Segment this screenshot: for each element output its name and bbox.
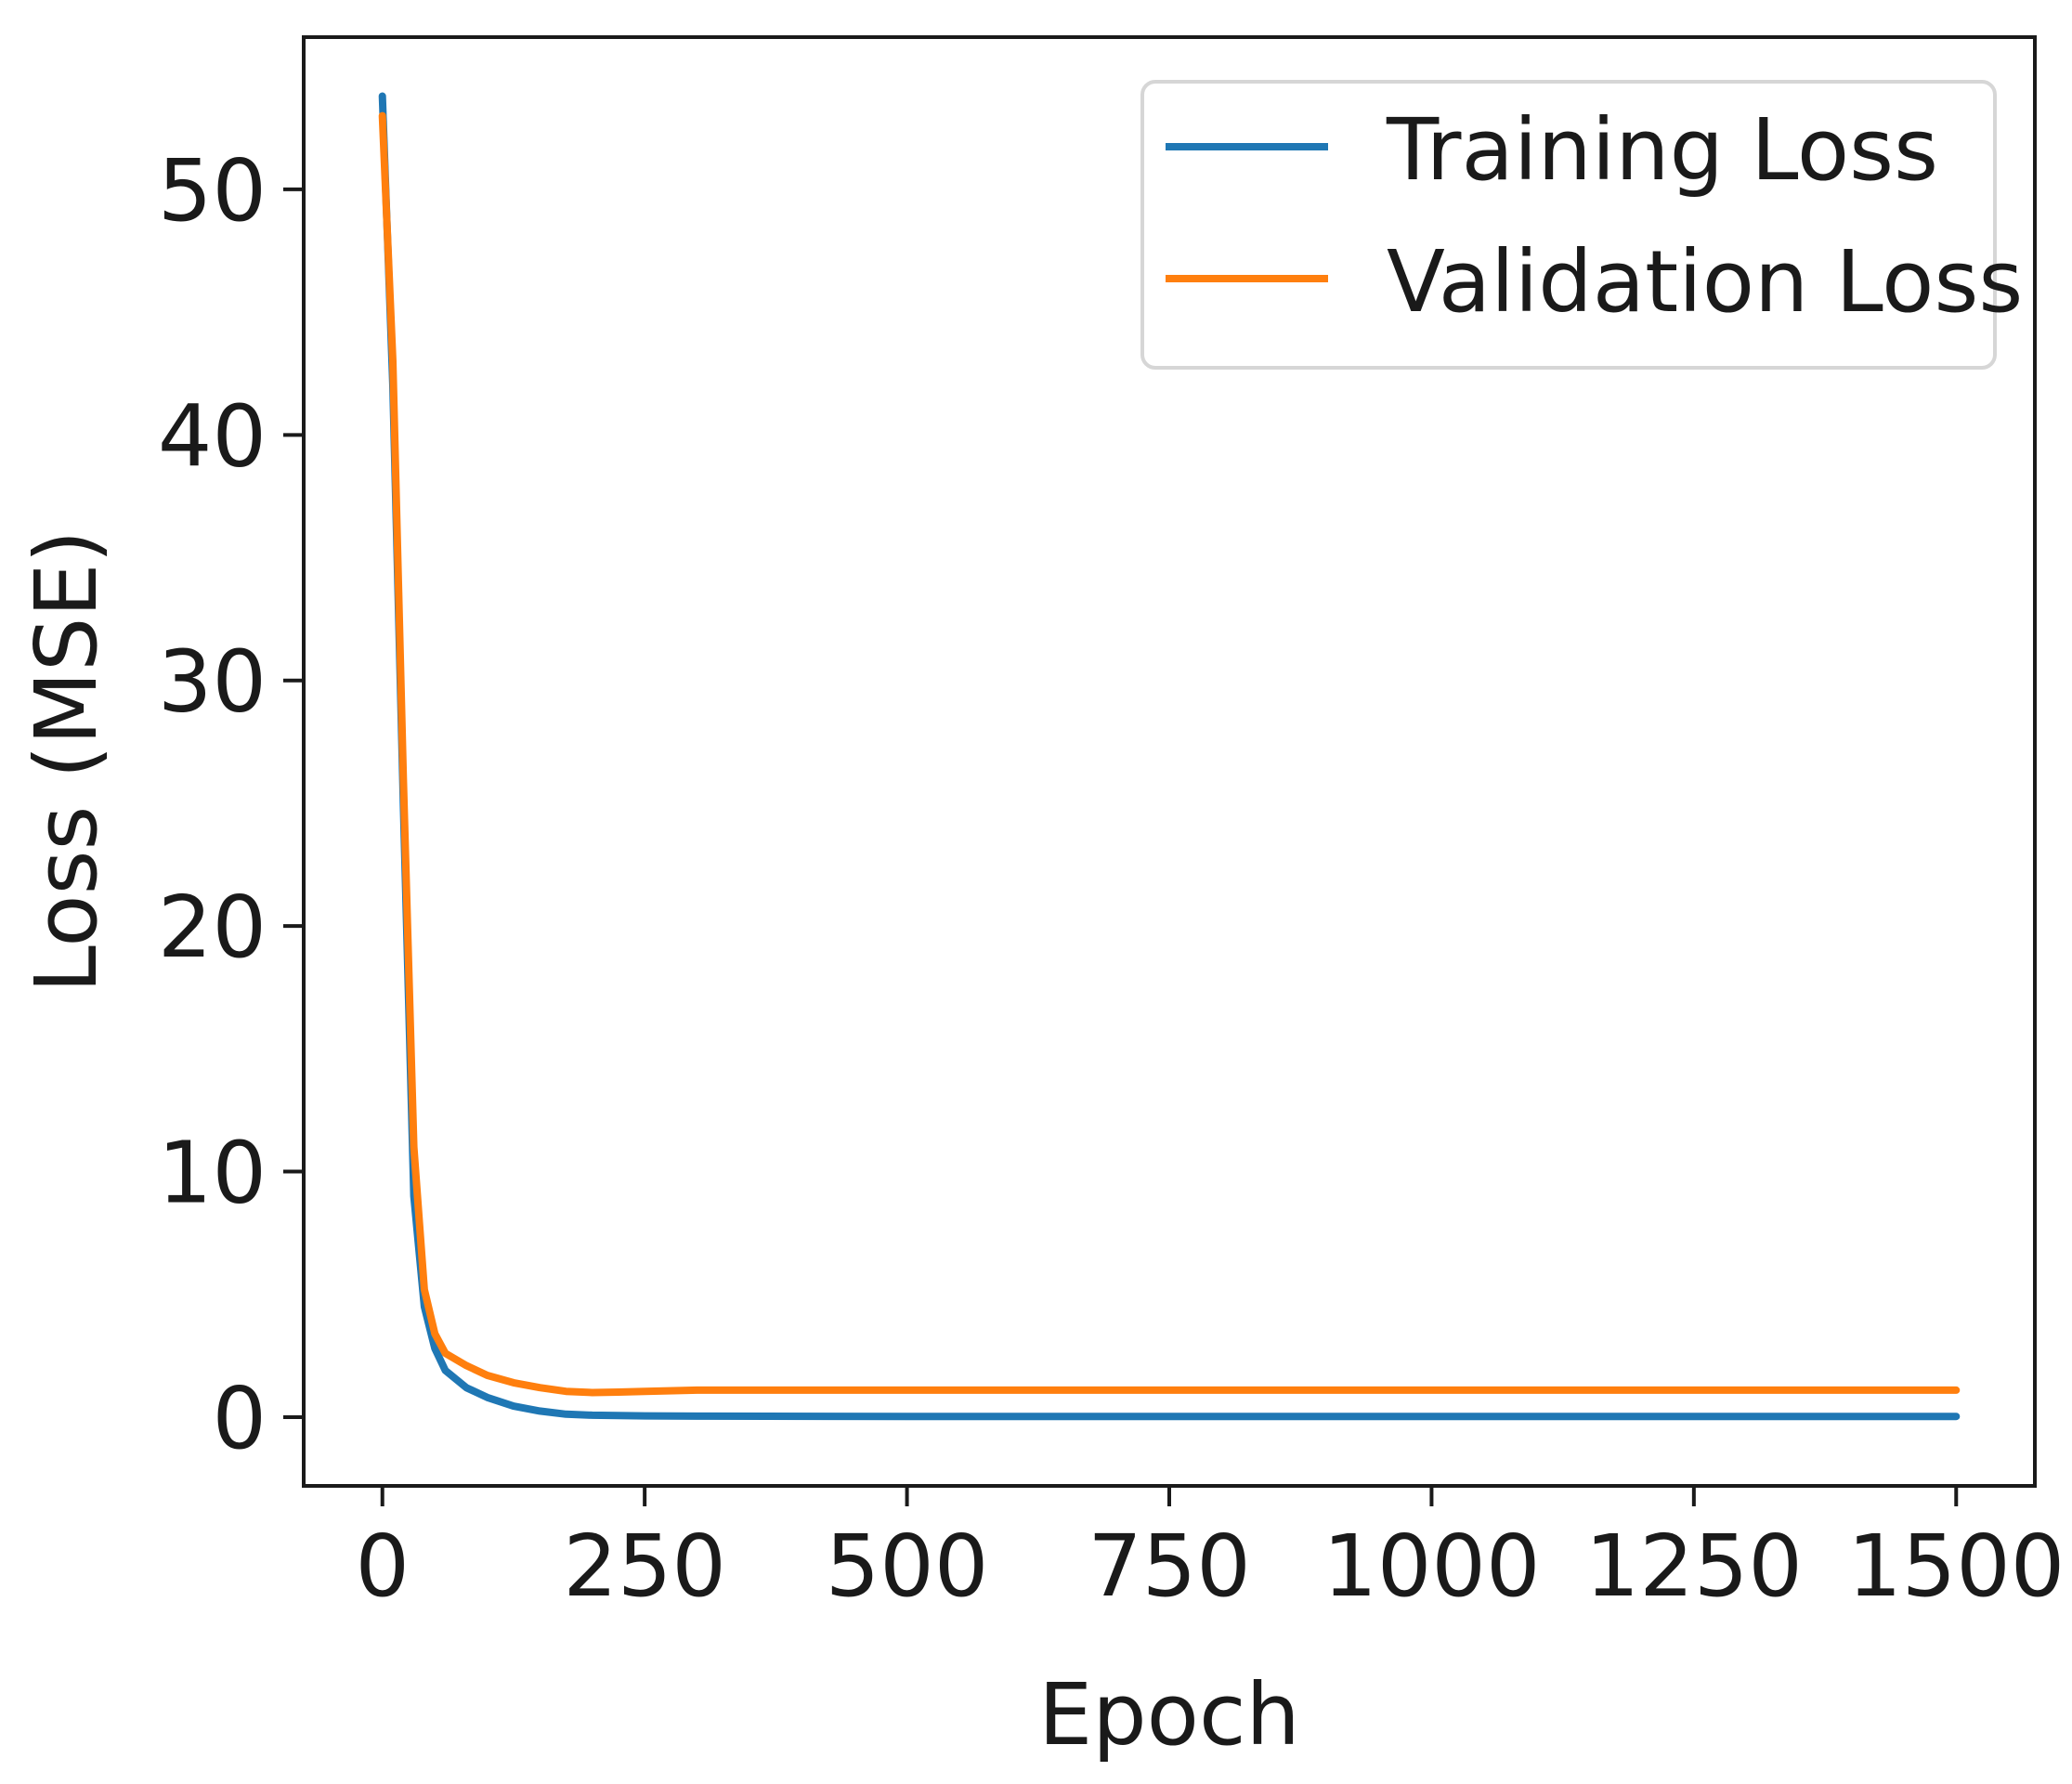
x-tick-label-0: 0 (355, 1517, 410, 1616)
x-axis-label: Epoch (1038, 1665, 1300, 1764)
x-tick-label-1250: 1250 (1585, 1517, 1803, 1616)
y-tick-label-30: 30 (158, 632, 267, 732)
plot-frame (302, 35, 2037, 1488)
legend: Training Loss Validation Loss (1140, 80, 2023, 370)
x-axis-ticks: 0 250 500 750 1000 1250 1500 (355, 1486, 2065, 1616)
y-axis-ticks: 0 10 20 30 40 50 (158, 141, 304, 1468)
legend-label-training-loss: Training Loss (1386, 100, 1938, 200)
y-tick-label-40: 40 (158, 386, 267, 486)
y-tick-label-0: 0 (212, 1369, 267, 1468)
x-tick-label-1000: 1000 (1323, 1517, 1540, 1616)
y-tick-label-20: 20 (158, 878, 267, 977)
x-tick-label-1500: 1500 (1847, 1517, 2065, 1616)
legend-box (1140, 80, 1997, 370)
series-layer (378, 92, 1961, 1421)
x-tick-label-750: 750 (1088, 1517, 1251, 1616)
y-axis-label: Loss (MSE) (17, 530, 116, 994)
y-tick-label-50: 50 (158, 141, 267, 241)
y-tick-label-10: 10 (158, 1124, 267, 1223)
legend-label-validation-loss: Validation Loss (1387, 232, 2023, 332)
x-tick-label-500: 500 (826, 1517, 989, 1616)
x-tick-label-250: 250 (563, 1517, 726, 1616)
series-line-validation-loss (378, 111, 1961, 1397)
